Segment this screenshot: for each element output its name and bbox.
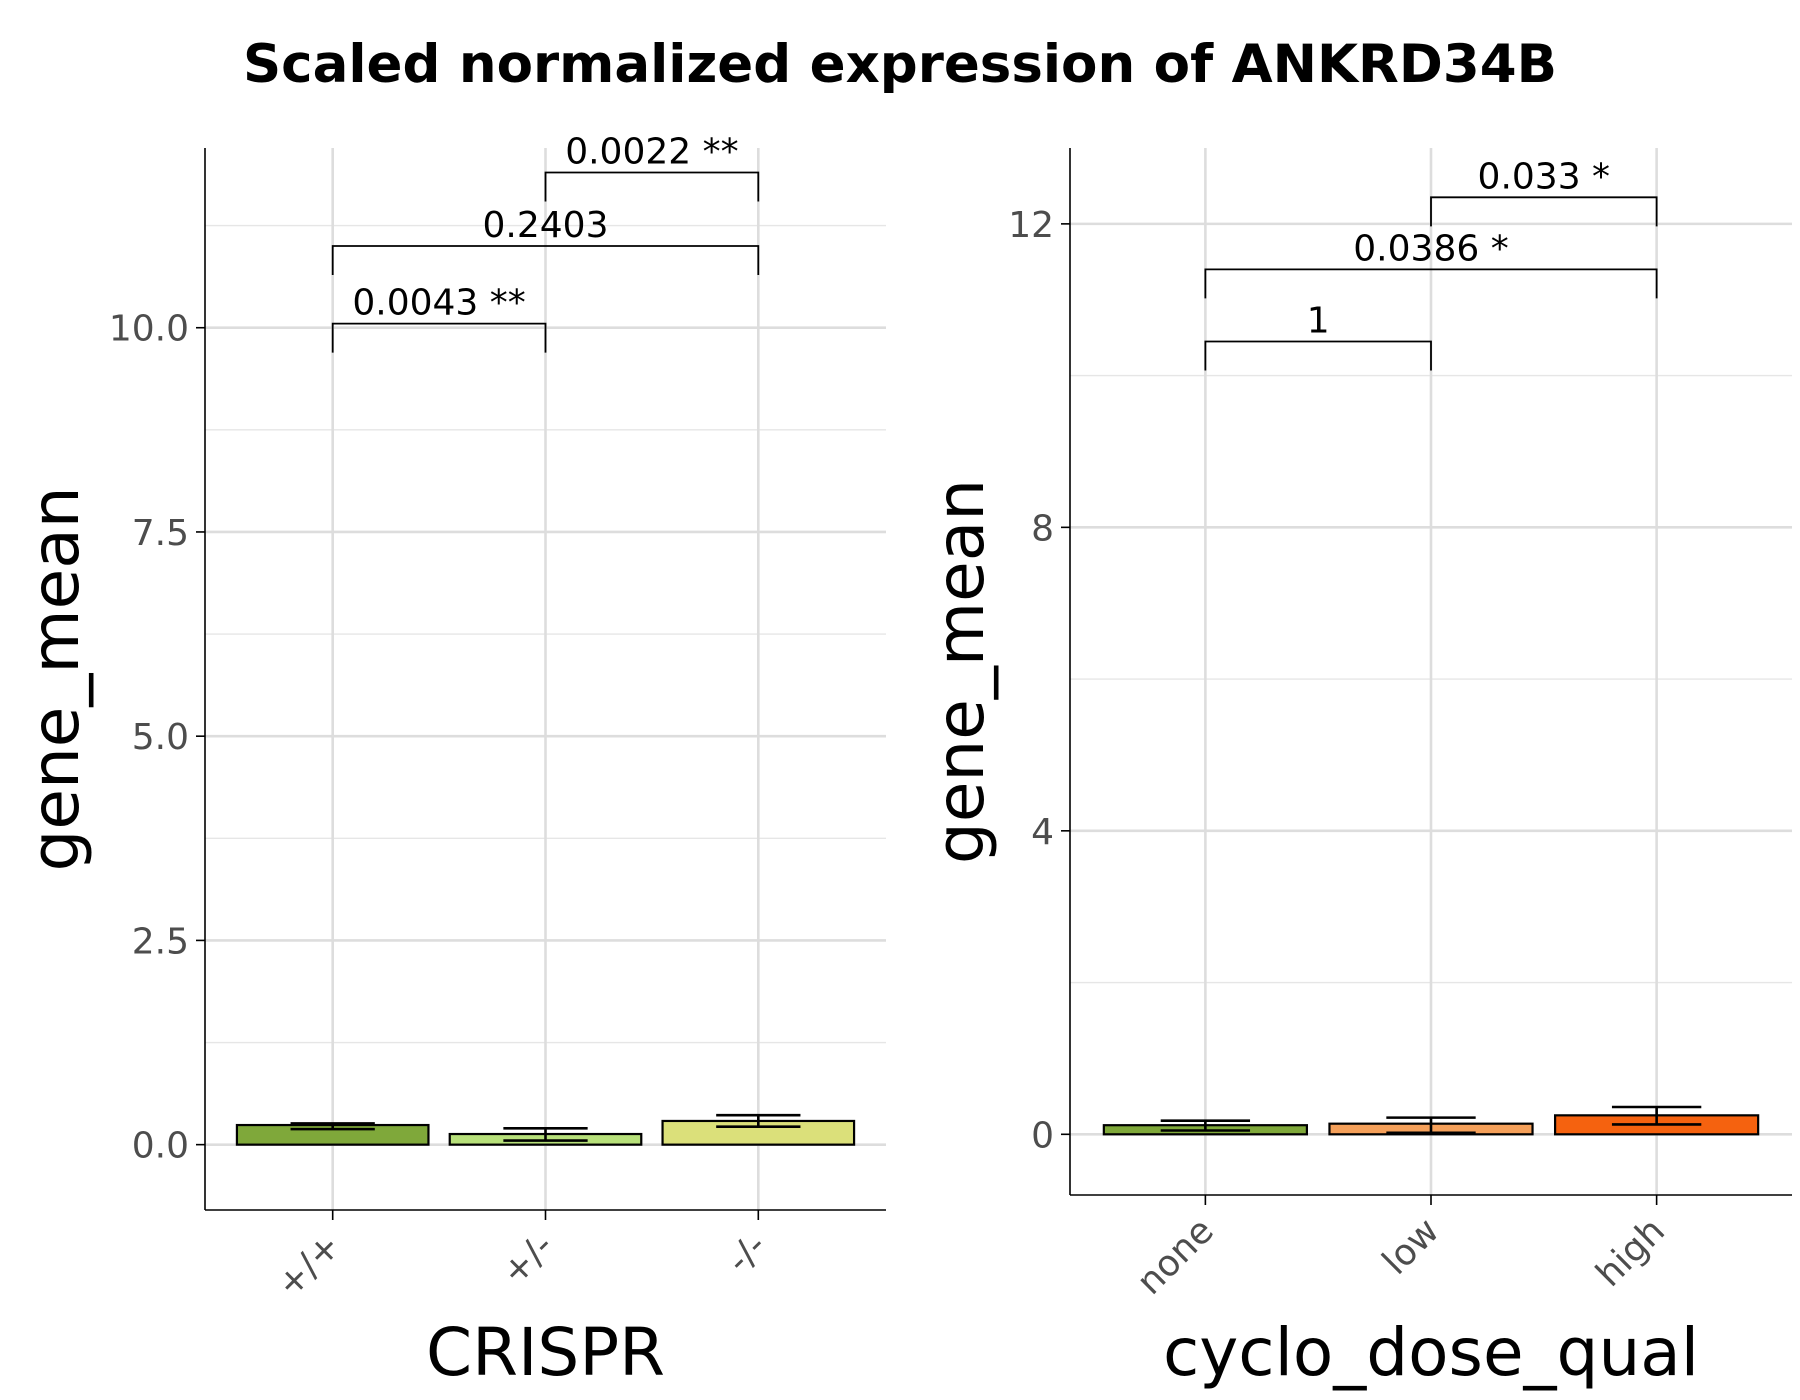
x-tick-label: low xyxy=(1375,1210,1447,1282)
y-tick-label: 7.5 xyxy=(132,513,189,554)
significance-bracket xyxy=(331,245,760,276)
significance-bracket xyxy=(1204,340,1432,371)
p-value-label: 0.0043 ** xyxy=(352,283,525,324)
significance-bracket xyxy=(331,322,547,353)
chart-title: Scaled normalized expression of ANKRD34B xyxy=(243,34,1557,95)
x-tick-label: +/+ xyxy=(269,1225,349,1305)
y-tick-label: 0 xyxy=(1031,1115,1054,1156)
crispr-panel: 0.0043 ** 0.2403 0.0022 ** 0.0 2.5 5.0 7.5 10.0… xyxy=(17,132,886,1391)
x-axis-title: cyclo_dose_qual xyxy=(1163,1314,1699,1391)
y-tick-label: 2.5 xyxy=(132,921,189,962)
x-tick-label: -/- xyxy=(719,1225,775,1281)
y-axis-title: gene_mean xyxy=(17,486,94,871)
significance-bracket xyxy=(1204,268,1658,299)
y-tick-label: 4 xyxy=(1031,812,1054,853)
x-tick-label: +/- xyxy=(494,1225,562,1293)
significance-bracket xyxy=(544,171,760,202)
error-bar xyxy=(1386,1116,1476,1135)
p-value-label: 0.2403 xyxy=(483,205,609,246)
error-bar xyxy=(1160,1119,1251,1132)
cyclo-dose-panel: 1 0.0386 * 0.033 * 0 4 8 12 none low high cyclo_do… xyxy=(922,148,1792,1391)
p-value-label: 1 xyxy=(1307,300,1330,341)
y-tick-label: 5.0 xyxy=(132,717,189,758)
x-tick-label: high xyxy=(1588,1210,1672,1294)
error-bar xyxy=(503,1127,588,1142)
significance-bracket xyxy=(1430,196,1658,227)
p-value-label: 0.0022 ** xyxy=(565,132,738,173)
y-tick-label: 10.0 xyxy=(109,309,189,350)
y-tick-label: 0.0 xyxy=(132,1126,189,1167)
error-bar xyxy=(1611,1105,1702,1126)
y-axis-title: gene_mean xyxy=(922,479,999,864)
error-bar xyxy=(716,1113,801,1128)
p-value-label: 0.033 * xyxy=(1478,156,1611,197)
error-bar xyxy=(290,1122,375,1131)
x-tick-label: none xyxy=(1129,1210,1221,1302)
p-value-label: 0.0386 * xyxy=(1353,228,1508,269)
x-axis-title: CRISPR xyxy=(426,1314,665,1391)
y-tick-label: 8 xyxy=(1031,508,1054,549)
y-tick-label: 12 xyxy=(1008,205,1054,246)
